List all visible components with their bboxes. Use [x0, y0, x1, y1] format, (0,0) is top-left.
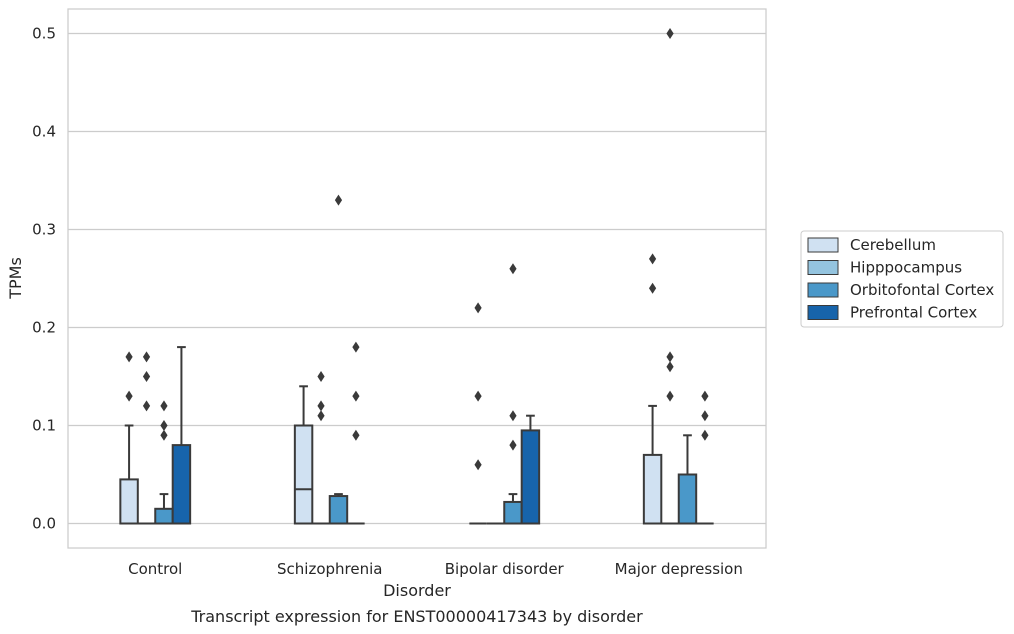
y-tick-label: 0.4 [32, 123, 56, 141]
outlier-point [666, 351, 674, 363]
outlier-point [317, 400, 325, 412]
outlier-point [317, 410, 325, 422]
legend: Cerebellum Hipppocampus Orbitofontal Corte… [800, 230, 1004, 328]
series-orbitofontal-cortex [154, 194, 698, 525]
box [293, 424, 314, 525]
outlier-point [142, 400, 151, 412]
box [154, 507, 174, 525]
outlier-point [701, 390, 709, 402]
legend-frame [800, 230, 1004, 328]
y-ticks: 0.0 0.1 0.2 0.3 0.4 0.5 [32, 25, 56, 533]
outlier-point [509, 410, 517, 422]
series-cerebellum [119, 253, 663, 525]
outlier-point [334, 194, 343, 206]
outlier-point [474, 390, 482, 402]
chart-caption: Transcript expression for ENST0000041734… [190, 607, 643, 626]
outlier-point [648, 253, 657, 265]
series-prefrontal-cortex [171, 341, 714, 525]
outlier-point [125, 390, 133, 402]
legend-swatch [807, 237, 839, 253]
x-tick-label: Major depression [615, 560, 743, 578]
box [677, 473, 698, 525]
y-tick-label: 0.0 [32, 515, 56, 533]
box [503, 500, 523, 525]
outlier-point [701, 410, 709, 422]
x-axis-title: Disorder [383, 581, 451, 600]
box [520, 429, 541, 525]
box [171, 444, 192, 525]
x-tick-label: Bipolar disorder [445, 560, 565, 578]
outlier-point [666, 28, 674, 39]
outlier-point [160, 400, 168, 412]
x-tick-label: Schizophrenia [277, 560, 382, 578]
outlier-point [701, 429, 709, 441]
plot-frame [67, 8, 767, 549]
legend-label: Hipppocampus [850, 259, 962, 277]
outlier-point [352, 429, 360, 441]
box [642, 453, 663, 525]
y-tick-label: 0.3 [32, 221, 56, 239]
y-tick-label: 0.1 [32, 417, 56, 435]
y-axis-title: TPMs [6, 257, 25, 300]
box [328, 495, 349, 525]
outlier-point [509, 439, 517, 451]
x-tick-label: Control [128, 560, 182, 578]
outlier-point [352, 341, 360, 353]
legend-label: Cerebellum [850, 236, 936, 254]
outlier-point [474, 459, 482, 471]
outlier-point [125, 351, 133, 363]
outlier-point [666, 390, 674, 402]
legend-swatch [807, 305, 839, 320]
x-ticks: Control Schizophrenia Bipolar disorder Majo… [128, 560, 743, 578]
legend-label: Prefrontal Cortex [850, 304, 977, 322]
y-tick-label: 0.2 [32, 319, 56, 337]
series-hipppocampus [137, 28, 679, 525]
y-tick-label: 0.5 [32, 25, 56, 43]
outlier-point [317, 371, 325, 382]
box [119, 478, 139, 525]
legend-swatch [807, 260, 839, 275]
outlier-point [160, 429, 168, 441]
data-series [119, 28, 714, 525]
outlier-point [142, 351, 151, 363]
outlier-point [352, 390, 360, 402]
outlier-point [160, 420, 168, 431]
legend-swatch [807, 282, 839, 298]
outlier-point [509, 263, 517, 275]
outlier-point [142, 371, 151, 382]
outlier-point [666, 361, 674, 373]
outlier-point [648, 282, 657, 294]
outlier-point [474, 302, 482, 314]
legend-label: Orbitofontal Cortex [850, 281, 994, 299]
